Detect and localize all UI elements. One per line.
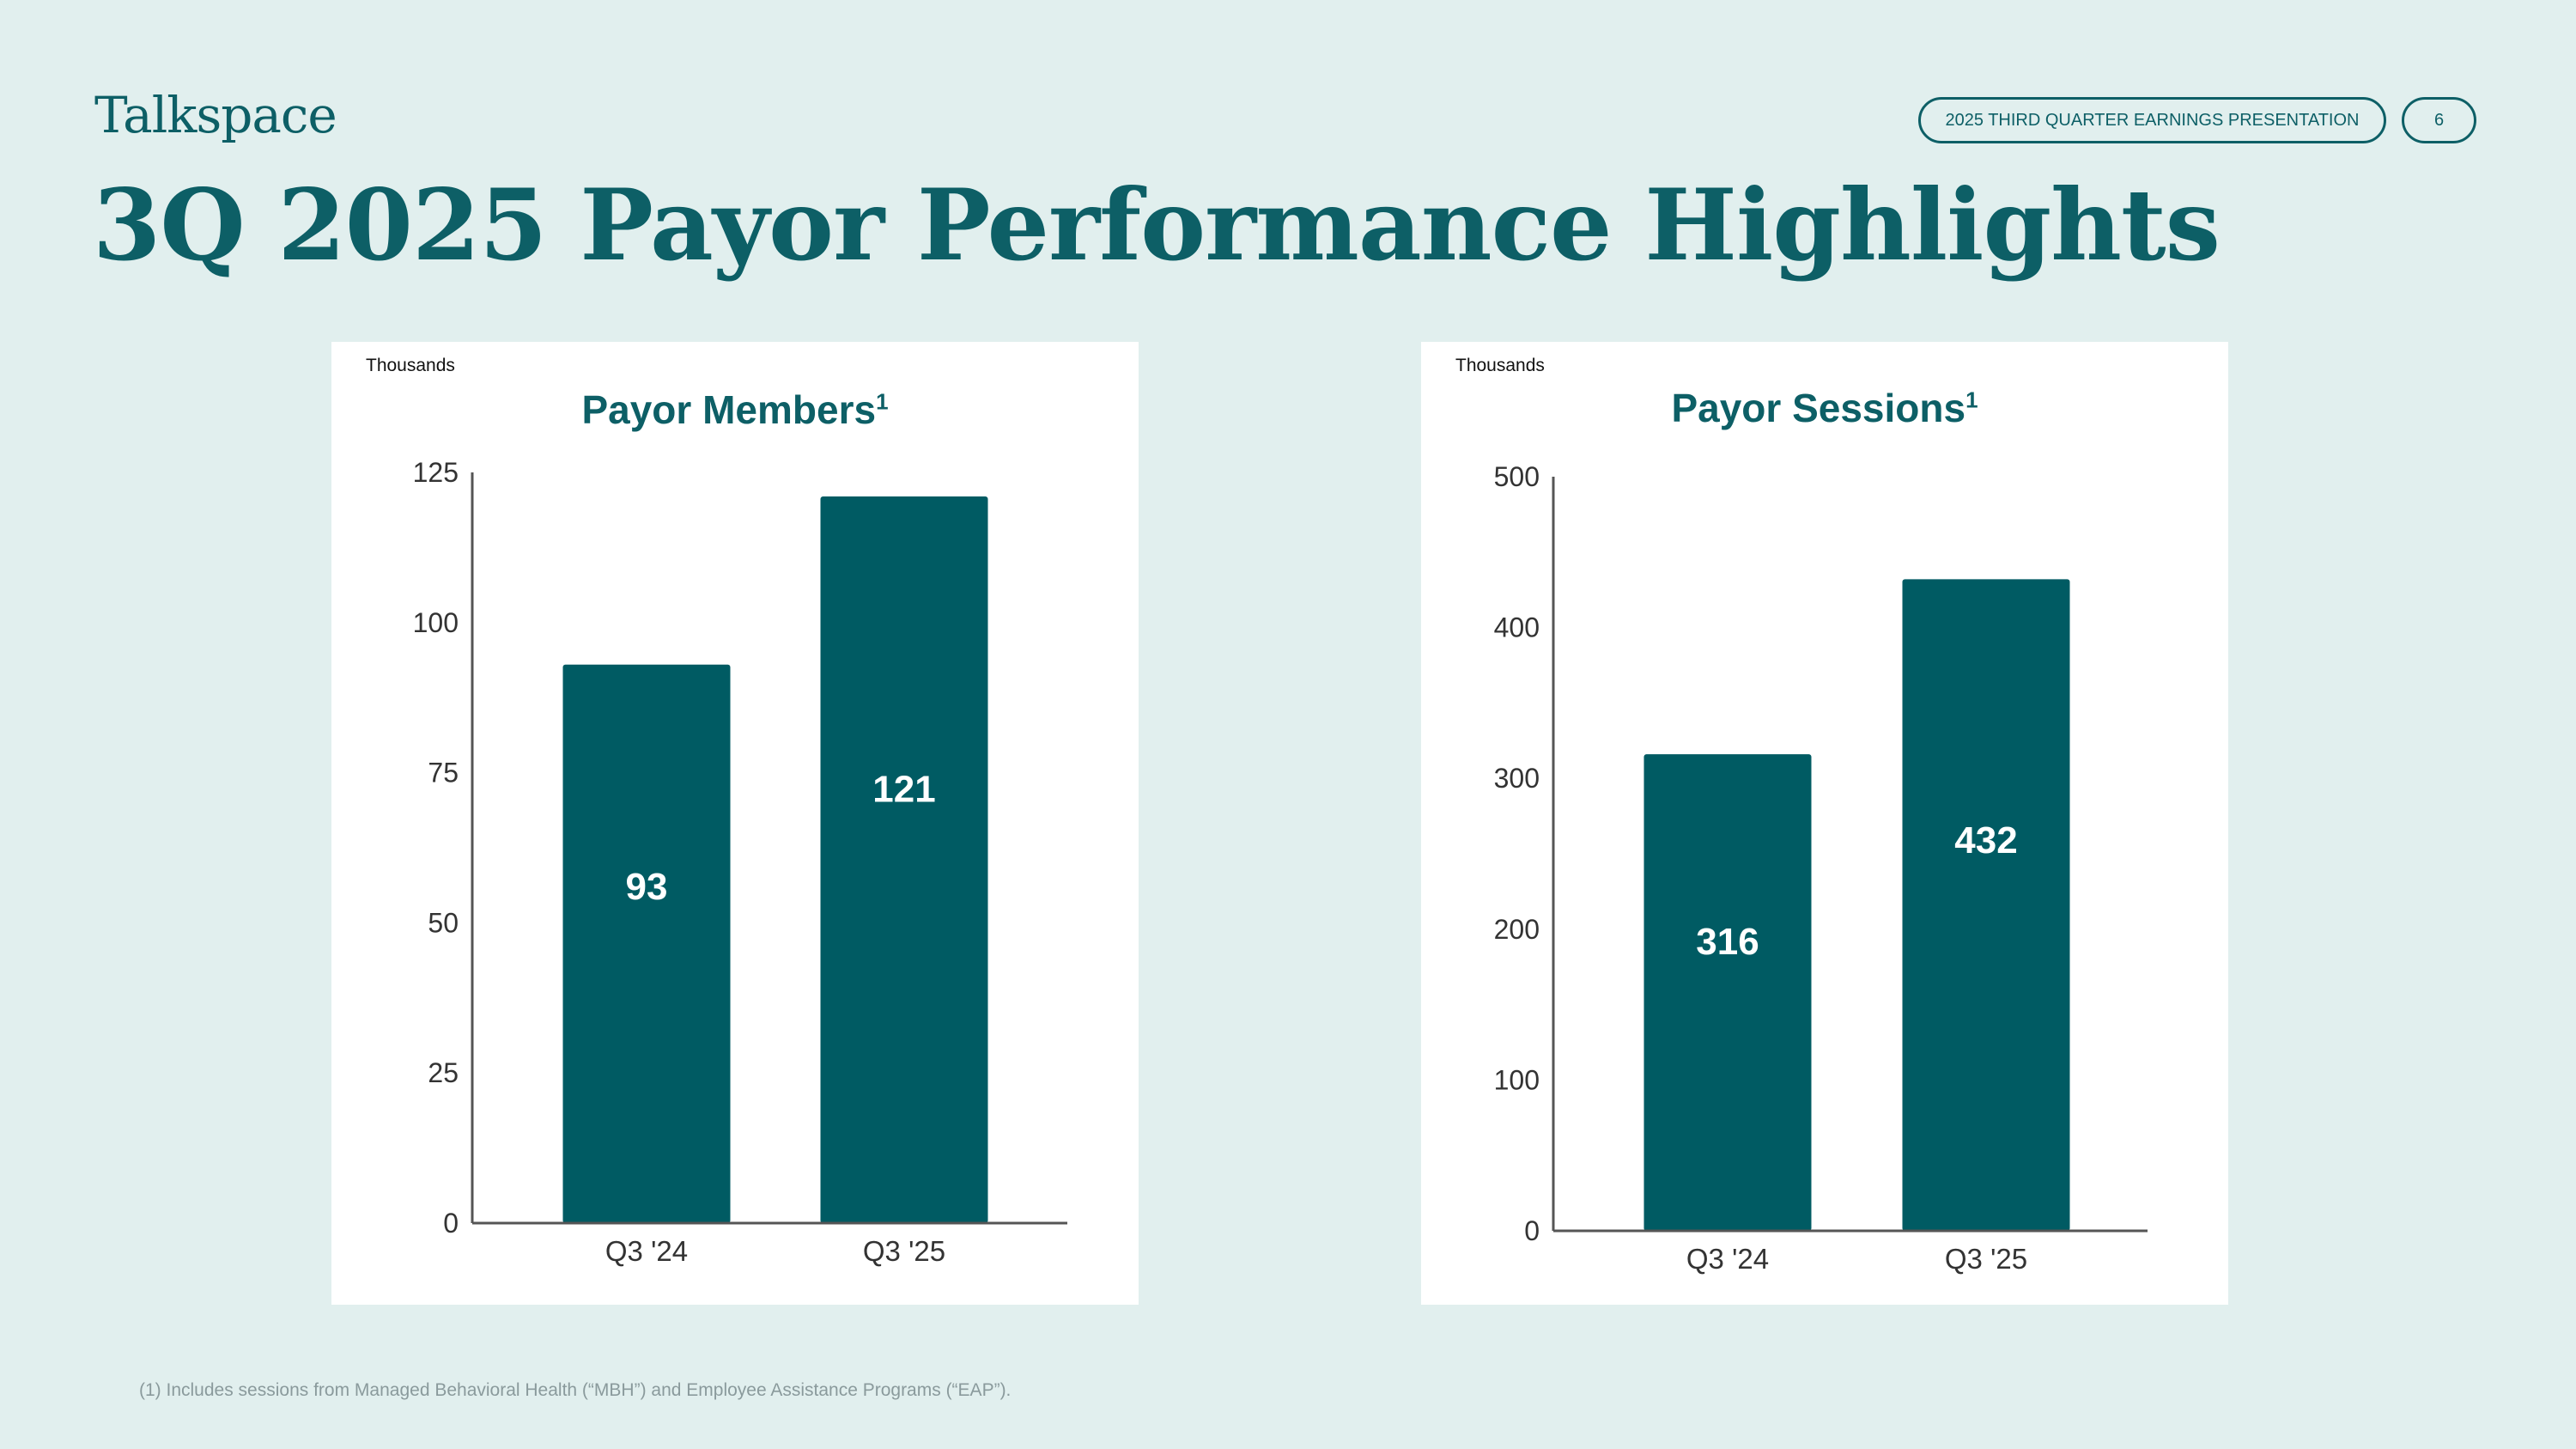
payor-members-chart-panel: Thousands Payor Members1 93 Q3 '24 121 Q3 '… — [331, 342, 1139, 1305]
chart-title: Payor Sessions1 — [1421, 385, 2228, 431]
y-tick-label: 200 — [1494, 914, 1540, 945]
x-tick-label: Q3 '25 — [863, 1235, 945, 1267]
page-title: 3Q 2025 Payor Performance Highlights — [93, 167, 2221, 283]
chart-title: Payor Members1 — [331, 387, 1139, 433]
y-tick-label: 125 — [413, 457, 459, 488]
units-label: Thousands — [366, 356, 455, 375]
bar-q3-25 — [1902, 579, 2070, 1231]
chart-title-superscript: 1 — [876, 388, 889, 415]
y-tick-label: 400 — [1494, 612, 1540, 643]
x-tick-label: Q3 '24 — [1686, 1243, 1769, 1275]
chart-title-text: Payor Members — [581, 387, 877, 432]
bar-value-label: 121 — [872, 768, 935, 810]
presentation-label-text: 2025 THIRD QUARTER EARNINGS PRESENTATION — [1945, 110, 2360, 130]
y-tick-label: 100 — [1494, 1064, 1540, 1095]
y-tick-label: 500 — [1494, 461, 1540, 492]
page-number: 6 — [2402, 97, 2476, 143]
presentation-label: 2025 THIRD QUARTER EARNINGS PRESENTATION — [1918, 97, 2386, 143]
units-label: Thousands — [1455, 356, 1545, 375]
bar-value-label: 432 — [1954, 819, 2017, 861]
page-number-text: 6 — [2433, 110, 2445, 130]
y-tick-label: 75 — [428, 758, 459, 788]
y-tick-label: 0 — [1524, 1215, 1540, 1246]
talkspace-logo: Talkspace — [94, 86, 337, 144]
y-tick-label: 25 — [428, 1057, 459, 1088]
bar-value-label: 316 — [1696, 921, 1759, 963]
payor-sessions-chart: 316 Q3 '24 432 Q3 '25 0 100 200 300 400 500 — [1494, 461, 2148, 1275]
y-tick-label: 0 — [443, 1208, 459, 1239]
y-tick-label: 100 — [413, 607, 459, 638]
footnote: (1) Includes sessions from Managed Behav… — [139, 1380, 1012, 1400]
payor-members-chart: 93 Q3 '24 121 Q3 '25 0 25 50 75 100 125 — [413, 457, 1067, 1267]
bar-q3-24 — [562, 664, 731, 1223]
bar-q3-25 — [820, 496, 988, 1223]
y-tick-label: 300 — [1494, 763, 1540, 794]
chart-title-text: Payor Sessions — [1671, 386, 1966, 430]
chart-title-superscript: 1 — [1965, 387, 1978, 413]
y-tick-label: 50 — [428, 907, 459, 938]
x-tick-label: Q3 '25 — [1945, 1243, 2027, 1275]
bar-value-label: 93 — [626, 866, 668, 908]
bar-q3-24 — [1643, 754, 1812, 1231]
payor-sessions-chart-panel: Thousands Payor Sessions1 316 Q3 '24 432 Q3… — [1421, 342, 2228, 1305]
x-tick-label: Q3 '24 — [605, 1235, 688, 1267]
